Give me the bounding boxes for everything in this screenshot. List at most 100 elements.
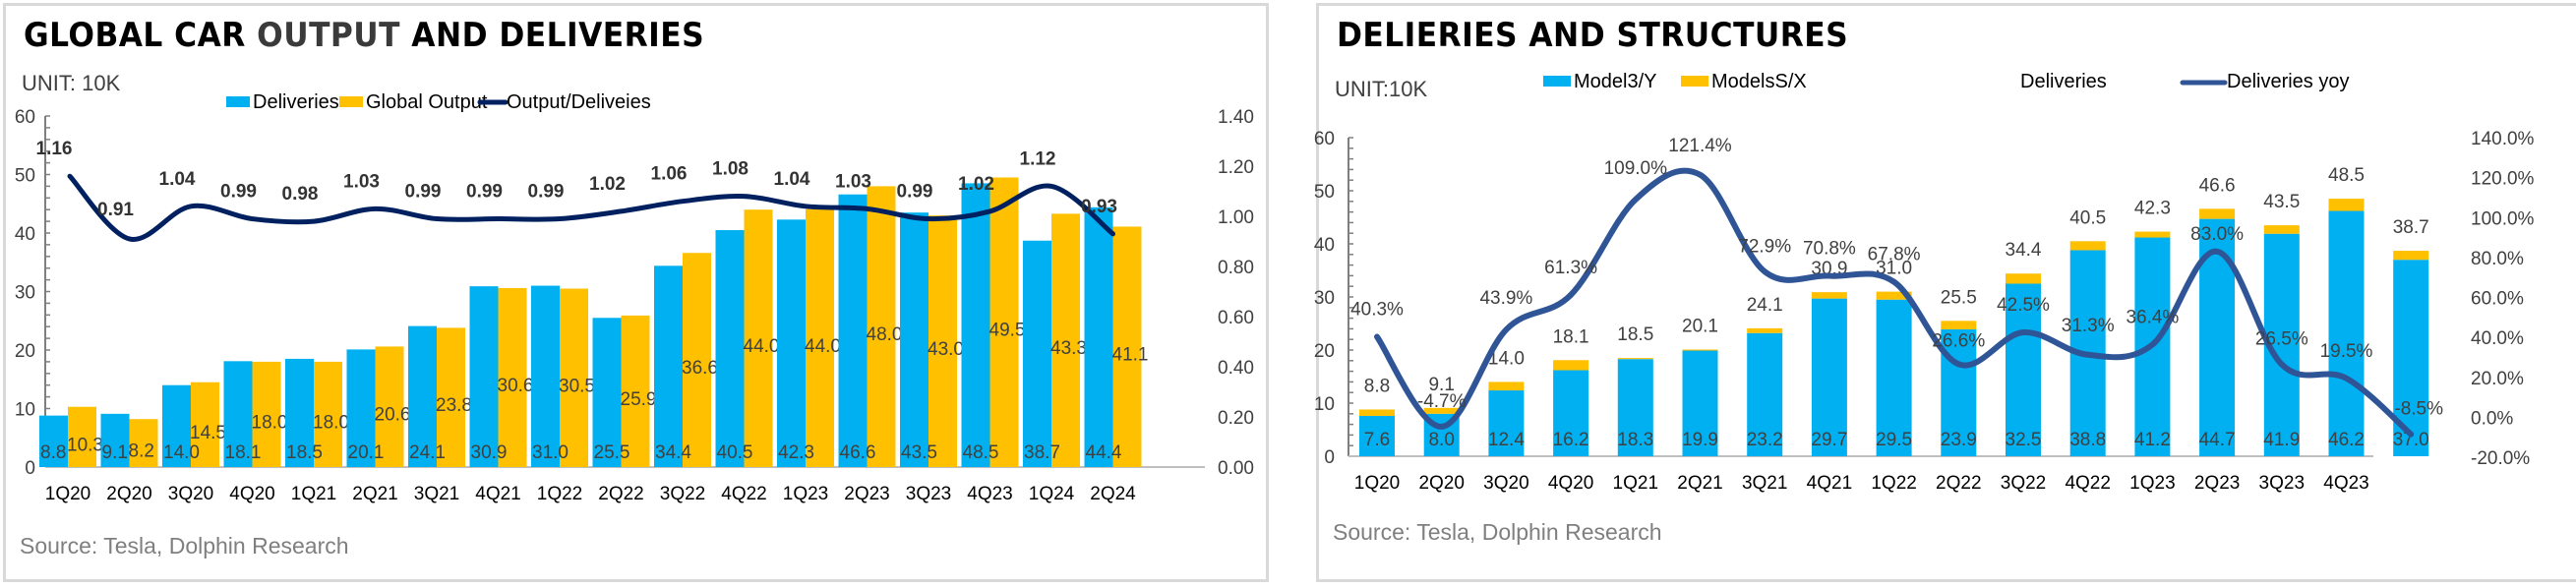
bar-global-output xyxy=(498,287,527,467)
bar-model3y xyxy=(1488,390,1525,456)
bar-deliveries xyxy=(346,349,376,467)
data-label-ratio: 1.03 xyxy=(343,171,380,192)
chart-title: GLOBAL CAR OUTPUT AND DELIVERIES xyxy=(24,16,705,55)
data-label-deliveries: 30.9 xyxy=(471,442,508,463)
source-note: Source: Tesla, Dolphin Research xyxy=(20,533,349,559)
data-label-yoy: 83.0% xyxy=(2190,224,2244,245)
data-label-global-output: 14.5 xyxy=(190,423,226,443)
bar-global-output xyxy=(560,288,588,467)
data-label-model3y: 46.2 xyxy=(2328,430,2365,450)
bar-model3y xyxy=(1747,332,1783,456)
right-axis-tick-label: 1.40 xyxy=(1218,107,1254,128)
data-label-deliveries: 25.5 xyxy=(594,442,630,463)
x-axis-category-label: 4Q21 xyxy=(475,484,520,504)
data-label-yoy: 121.4% xyxy=(1668,136,1732,156)
data-label-model3y: 8.0 xyxy=(1428,430,1454,450)
bar-models-sx xyxy=(1747,327,1783,333)
data-label-deliveries: 8.8 xyxy=(40,442,66,463)
bar-models-sx xyxy=(2199,208,2236,219)
bar-global-output xyxy=(744,209,773,467)
data-label-deliveries: 40.5 xyxy=(717,442,753,463)
bar-global-output xyxy=(683,253,711,467)
bar-models-sx xyxy=(1488,382,1525,391)
data-label-ratio: 1.16 xyxy=(36,139,73,159)
bar-models-sx xyxy=(1553,360,1589,371)
bar-deliveries xyxy=(285,358,314,467)
bar-global-output xyxy=(314,361,342,467)
x-axis-category-label: 4Q20 xyxy=(229,484,274,504)
data-label-ratio: 1.02 xyxy=(589,174,626,195)
bar-deliveries xyxy=(961,183,990,468)
bar-models-sx xyxy=(2069,241,2106,251)
bar-deliveries xyxy=(1084,206,1113,467)
data-label-total-deliveries: 25.5 xyxy=(1941,287,1977,308)
bar-models-sx xyxy=(2328,199,2365,211)
left-axis-tick-label: 50 xyxy=(15,166,35,187)
data-label-model3y: 19.9 xyxy=(1682,430,1718,450)
bar-deliveries xyxy=(1023,240,1051,467)
data-label-global-output: 30.5 xyxy=(559,376,595,396)
bar-model3y xyxy=(2006,283,2041,456)
x-axis-category-label: 4Q23 xyxy=(2323,473,2368,494)
data-label-total-deliveries: 48.5 xyxy=(2328,165,2365,186)
x-axis-category-label: 2Q23 xyxy=(844,484,889,504)
x-axis-category-label: 3Q21 xyxy=(1742,473,1787,494)
x-axis-category-label: 1Q23 xyxy=(2129,473,2175,494)
data-label-deliveries: 38.7 xyxy=(1024,442,1060,463)
bar-global-output xyxy=(989,177,1019,467)
chart-panel-deliveries-structures: DELIERIES AND STRUCTURES UNIT:10K Source… xyxy=(1316,3,2576,582)
data-label-model3y: 12.4 xyxy=(1488,430,1525,450)
data-label-deliveries: 14.0 xyxy=(163,442,200,463)
data-label-global-output: 43.0 xyxy=(928,339,964,360)
bar-models-sx xyxy=(2134,231,2171,238)
data-label-global-output: 36.6 xyxy=(682,358,718,379)
x-axis-category-label: 4Q22 xyxy=(2065,473,2110,494)
bar-global-output xyxy=(191,382,219,467)
left-axis-tick-label: 20 xyxy=(1314,341,1335,362)
bar-global-output xyxy=(621,315,650,467)
data-label-model3y: 29.7 xyxy=(1811,430,1847,450)
legend-swatch-global-output xyxy=(339,96,363,107)
left-axis-tick-label: 40 xyxy=(15,224,35,245)
right-axis-tick-label: 60.0% xyxy=(2471,289,2524,310)
right-axis-tick-label: 1.00 xyxy=(1218,207,1254,228)
x-axis-category-label: 2Q21 xyxy=(352,484,397,504)
data-label-ratio: 0.99 xyxy=(466,182,503,203)
bar-models-sx xyxy=(1617,358,1653,360)
right-axis-tick-label: 0.00 xyxy=(1218,458,1254,479)
bar-deliveries xyxy=(531,285,560,467)
left-axis-tick-label: 10 xyxy=(1314,394,1335,415)
data-label-deliveries: 9.1 xyxy=(102,442,128,463)
data-label-total-deliveries: 34.4 xyxy=(2006,240,2042,261)
data-label-ratio: 1.02 xyxy=(958,174,994,195)
x-axis-category-label: 1Q21 xyxy=(1613,473,1658,494)
data-label-model3y: 16.2 xyxy=(1553,430,1589,450)
data-label-total-deliveries: 8.8 xyxy=(1364,376,1390,396)
data-label-model3y: 32.5 xyxy=(2006,430,2042,450)
unit-label: UNIT: 10K xyxy=(22,71,121,95)
data-label-deliveries: 42.3 xyxy=(778,442,814,463)
data-label-total-deliveries: 46.6 xyxy=(2199,175,2236,196)
line-output-deliveries-ratio xyxy=(67,173,1115,242)
bar-model3y xyxy=(1682,350,1718,456)
data-label-deliveries: 18.5 xyxy=(286,442,323,463)
legend-label-global-output: Global Output xyxy=(366,91,488,113)
line-deliveries-yoy xyxy=(1374,167,2415,438)
data-label-global-output: 48.0 xyxy=(867,324,903,345)
data-label-yoy: 26.6% xyxy=(1932,330,1985,351)
bar-deliveries xyxy=(715,230,745,467)
x-axis-category-label: 1Q24 xyxy=(1029,484,1075,504)
data-label-ratio: 1.06 xyxy=(651,164,688,185)
data-label-global-output: 30.6 xyxy=(498,376,534,396)
bar-model3y xyxy=(2328,210,2365,456)
bar-models-sx xyxy=(2006,273,2041,284)
data-label-model3y: 23.9 xyxy=(1941,430,1977,450)
right-axis-tick-label: 40.0% xyxy=(2471,328,2524,349)
data-label-total-deliveries: 38.7 xyxy=(2393,217,2429,238)
bar-models-sx xyxy=(1876,291,1912,300)
x-axis-category-label: 3Q22 xyxy=(660,484,705,504)
data-label-model3y: 7.6 xyxy=(1364,430,1390,450)
right-axis-tick-label: 0.20 xyxy=(1218,408,1254,429)
data-label-ratio: 0.99 xyxy=(897,182,933,203)
